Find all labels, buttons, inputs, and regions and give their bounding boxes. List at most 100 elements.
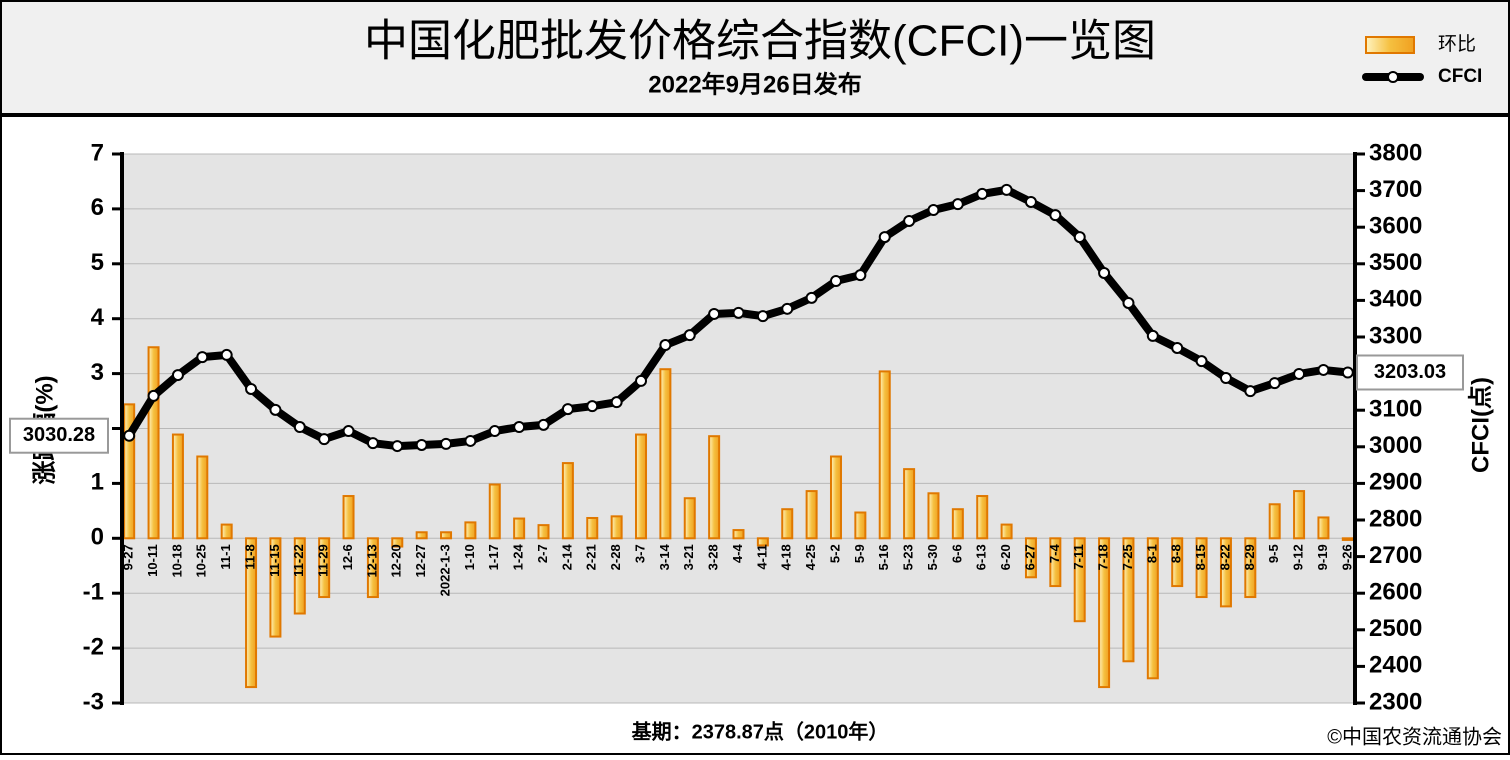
bar bbox=[976, 495, 989, 540]
x-tick-label: 12-6 bbox=[340, 544, 355, 570]
value-label: 3030.28 bbox=[23, 424, 95, 446]
x-tick-label: 1-10 bbox=[462, 544, 477, 570]
y-tick-label: 5 bbox=[91, 249, 104, 276]
bar bbox=[293, 537, 306, 615]
x-tick-label: 7-18 bbox=[1096, 544, 1111, 570]
bar bbox=[708, 435, 721, 540]
bar bbox=[1293, 490, 1306, 540]
bar bbox=[781, 508, 794, 540]
bar bbox=[1098, 537, 1111, 689]
x-tick-label: 3-7 bbox=[632, 544, 647, 563]
cfci-marker bbox=[683, 329, 696, 342]
x-tick-label: 8-8 bbox=[1169, 544, 1184, 563]
bar bbox=[342, 495, 355, 540]
x-tick-label: 5-16 bbox=[876, 544, 891, 570]
x-tick-label: 11-1 bbox=[218, 544, 233, 569]
legend-label: CFCI bbox=[1438, 66, 1482, 87]
y2-tick-label: 2800 bbox=[1369, 505, 1422, 532]
cfci-marker bbox=[366, 437, 379, 450]
bar bbox=[1073, 537, 1086, 623]
legend-swatch bbox=[1365, 36, 1415, 54]
y2-tick-label: 2700 bbox=[1369, 542, 1422, 569]
chart-subtitle: 2022年9月26日发布 bbox=[648, 70, 861, 98]
value-label: 3203.03 bbox=[1374, 361, 1446, 383]
y-tick-label: -3 bbox=[83, 688, 104, 715]
cfci-marker bbox=[513, 421, 526, 434]
x-tick-label: 5-9 bbox=[852, 544, 867, 563]
y2-tick-label: 2500 bbox=[1369, 615, 1422, 642]
x-tick-label: 12-27 bbox=[413, 544, 428, 577]
bar bbox=[245, 537, 258, 689]
cfci-marker bbox=[1122, 296, 1135, 309]
x-tick-label: 9-12 bbox=[1291, 544, 1306, 570]
cfci-marker bbox=[171, 369, 184, 382]
y2-tick-label: 3700 bbox=[1369, 176, 1422, 203]
y2-tick-label: 3400 bbox=[1369, 286, 1422, 313]
x-tick-label: 6-20 bbox=[998, 544, 1013, 570]
cfci-marker bbox=[123, 429, 136, 442]
cfci-marker bbox=[610, 396, 623, 409]
bar bbox=[659, 368, 672, 540]
x-tick-label: 5-23 bbox=[901, 544, 916, 570]
bar bbox=[854, 511, 867, 540]
bar bbox=[732, 529, 745, 540]
bar bbox=[829, 455, 842, 540]
chart-title: 中国化肥批发价格综合指数(CFCI)一览图 bbox=[364, 17, 1156, 66]
cfci-marker bbox=[561, 403, 574, 416]
bar bbox=[391, 537, 404, 548]
x-tick-label: 3-28 bbox=[706, 544, 721, 570]
cfci-marker bbox=[635, 374, 648, 387]
data-labels: 3030.28 3203.03 bbox=[9, 354, 1464, 454]
legend-label: 环比 bbox=[1438, 33, 1476, 55]
y-tick-label: 1 bbox=[91, 469, 104, 496]
bar bbox=[1219, 537, 1232, 608]
x-tick-label: 1-24 bbox=[511, 544, 526, 571]
cfci-marker bbox=[1024, 195, 1037, 208]
y2-tick-label: 3800 bbox=[1369, 139, 1422, 166]
x-tick-label: 10-25 bbox=[194, 544, 209, 577]
bar bbox=[196, 455, 209, 540]
y2-axis-title: CFCI(点) bbox=[1467, 377, 1494, 473]
cfci-marker bbox=[269, 403, 282, 416]
cfci-marker bbox=[829, 275, 842, 288]
y-tick-label: 6 bbox=[91, 194, 104, 221]
cfci-marker bbox=[854, 269, 867, 282]
bar bbox=[1268, 503, 1281, 540]
y2-tick-label: 3500 bbox=[1369, 249, 1422, 276]
lines bbox=[123, 183, 1354, 453]
cfci-marker bbox=[878, 231, 891, 244]
x-tick-label: 11-8 bbox=[242, 544, 257, 569]
bar bbox=[951, 508, 964, 540]
y2-tick-label: 3100 bbox=[1369, 396, 1422, 423]
x-tick-label: 8-15 bbox=[1193, 544, 1208, 570]
y-tick-label: 7 bbox=[91, 139, 104, 166]
x-tick-label: 8-29 bbox=[1242, 544, 1257, 570]
cfci-marker bbox=[537, 418, 550, 431]
bar bbox=[878, 370, 891, 540]
bar bbox=[927, 492, 940, 540]
y-tick-label: 4 bbox=[91, 304, 105, 331]
cfci-marker bbox=[903, 214, 916, 227]
legend-swatch-marker bbox=[1387, 71, 1399, 83]
x-tick-label: 3-21 bbox=[681, 544, 696, 570]
bar bbox=[683, 497, 696, 540]
x-tick-label: 3-14 bbox=[657, 544, 672, 571]
bar bbox=[1195, 537, 1208, 599]
source-note: ©中国农资流通协会 bbox=[1327, 725, 1502, 748]
bar bbox=[220, 523, 233, 540]
bar bbox=[513, 517, 526, 540]
value-label-box bbox=[9, 417, 109, 454]
y2-tick-label: 3600 bbox=[1369, 213, 1422, 240]
cfci-marker bbox=[220, 348, 233, 361]
cfci-marker bbox=[415, 438, 428, 451]
bar bbox=[756, 537, 769, 547]
cfci-marker bbox=[586, 400, 599, 413]
cfci-marker bbox=[440, 437, 453, 450]
cfci-marker bbox=[1171, 341, 1184, 354]
x-tick-label: 8-1 bbox=[1144, 544, 1159, 563]
x-tick-label: 12-20 bbox=[389, 544, 404, 577]
axis-labels: -3-2-10123456723002400250026002700280029… bbox=[83, 139, 1423, 715]
x-tick-label: 2-7 bbox=[535, 544, 550, 563]
